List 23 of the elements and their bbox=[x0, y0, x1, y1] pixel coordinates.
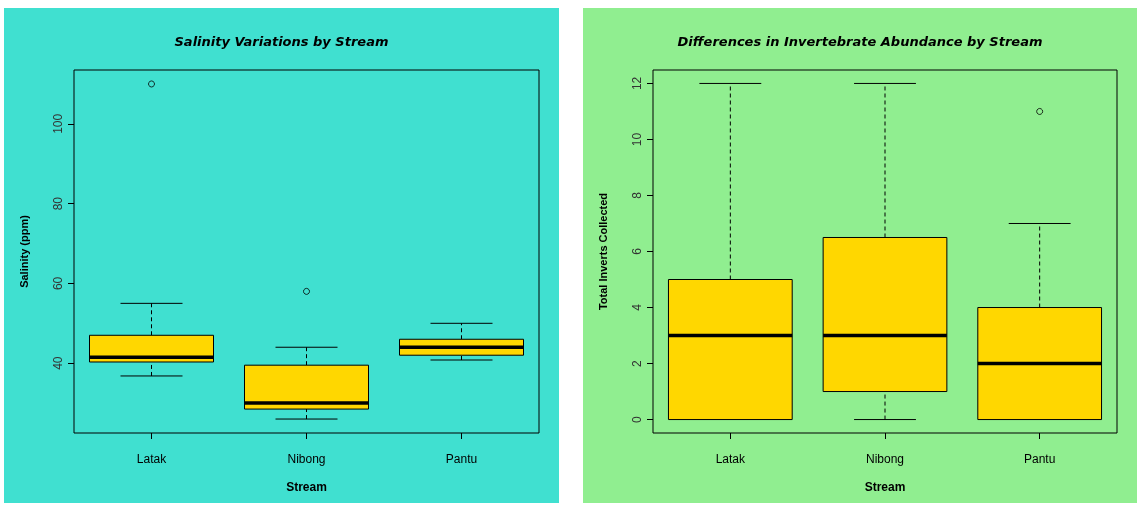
y-tick-label: 6 bbox=[630, 247, 644, 255]
y-tick-label: 0 bbox=[630, 415, 644, 423]
y-axis-title: Total Inverts Collected bbox=[596, 192, 609, 311]
x-axis-title: Stream bbox=[864, 480, 906, 494]
x-tick-label: Nibong bbox=[287, 452, 326, 466]
x-tick-label: Nibong bbox=[865, 452, 905, 466]
x-tick-label: Latak bbox=[136, 452, 168, 466]
y-tick-label: 4 bbox=[630, 303, 644, 311]
y-tick-label: 12 bbox=[630, 76, 644, 91]
y-tick-label: 10 bbox=[630, 132, 644, 147]
x-tick-label: Pantu bbox=[1023, 452, 1056, 466]
y-tick-label: 100 bbox=[51, 113, 65, 134]
chart-title: Differences in Invertebrate Abundance by Stream bbox=[677, 34, 1043, 49]
y-tick-label: 60 bbox=[51, 276, 65, 291]
y-tick-label: 2 bbox=[630, 359, 644, 367]
y-tick-label: 8 bbox=[630, 191, 644, 199]
y-tick-label: 80 bbox=[51, 196, 65, 211]
x-tick-label: Pantu bbox=[445, 452, 478, 466]
x-axis-title: Stream bbox=[286, 480, 327, 494]
y-tick-label: 40 bbox=[51, 356, 65, 370]
chart-title: Salinity Variations by Stream bbox=[174, 34, 389, 49]
x-tick-label: Latak bbox=[715, 452, 747, 466]
y-axis-title: Salinity (ppm) bbox=[17, 214, 30, 288]
